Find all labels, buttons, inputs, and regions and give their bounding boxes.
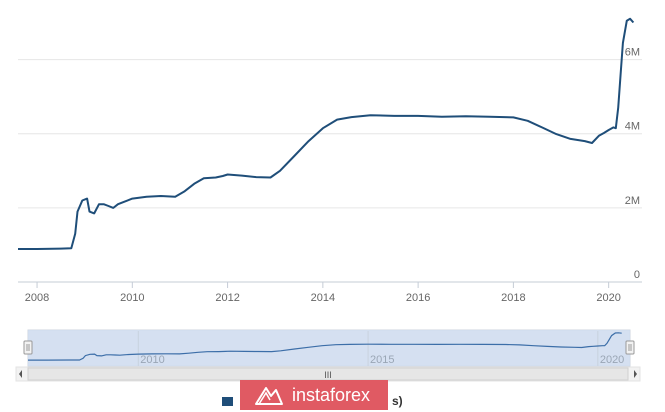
navigator-selection[interactable] xyxy=(28,330,630,366)
y-axis-ticks: 0 2M 4M 6M xyxy=(625,47,640,281)
y-tick-label: 0 xyxy=(634,269,640,281)
x-tick-label: 2016 xyxy=(406,292,430,304)
x-tick-label: 2018 xyxy=(501,292,525,304)
series-line xyxy=(18,17,635,250)
x-tick-label: 2010 xyxy=(120,292,144,304)
navigator-series-line xyxy=(28,332,622,361)
y-tick-label: 4M xyxy=(625,121,640,133)
watermark: instaforex xyxy=(240,380,388,410)
navigator-tick-label: 2015 xyxy=(370,354,394,366)
legend-label: s) xyxy=(392,394,403,408)
navigator-tick-label: 2010 xyxy=(140,354,164,366)
instaforex-logo-icon xyxy=(255,387,283,405)
scrollbar[interactable]: III xyxy=(15,366,641,382)
y-tick-label: 2M xyxy=(625,195,640,207)
scroll-right-arrow-icon[interactable] xyxy=(634,370,637,378)
watermark-text: instaforex xyxy=(292,385,371,405)
x-tick-label: 2008 xyxy=(25,292,49,304)
navigator-left-handle[interactable] xyxy=(23,340,33,355)
plot-area xyxy=(18,4,642,282)
x-tick-label: 2014 xyxy=(311,292,335,304)
navigator-right-handle[interactable] xyxy=(625,340,635,355)
scrollbar-grip: III xyxy=(324,370,332,380)
navigator-ticks: 2010 2015 2020 xyxy=(137,331,624,366)
legend-swatch xyxy=(222,397,233,406)
x-tick-label: 2020 xyxy=(596,292,620,304)
x-tick-label: 2012 xyxy=(215,292,239,304)
gridlines xyxy=(18,59,642,209)
navigator[interactable]: 2010 2015 2020 xyxy=(23,329,635,367)
scroll-left-arrow-icon[interactable] xyxy=(19,370,22,378)
x-axis-ticks: 2008 2010 2012 2014 2016 2018 2020 xyxy=(25,282,621,304)
y-tick-label: 6M xyxy=(625,47,640,59)
navigator-tick-label: 2020 xyxy=(600,354,624,366)
